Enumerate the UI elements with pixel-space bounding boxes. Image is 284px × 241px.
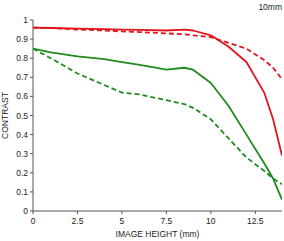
y-tick [30, 39, 33, 40]
x-tick-label: 7.5 [160, 216, 172, 226]
x-tick [121, 211, 122, 214]
y-tick [30, 115, 33, 116]
y-tick [30, 20, 33, 21]
y-tick [30, 96, 33, 97]
series-line [33, 28, 282, 80]
series-line [33, 49, 282, 185]
y-tick-label: 0.9 [16, 34, 28, 44]
y-tick-label: 0.2 [16, 168, 28, 178]
y-tick [30, 134, 33, 135]
x-tick-label: 5 [120, 216, 125, 226]
x-tick [255, 211, 256, 214]
y-tick-label: 0 [23, 206, 28, 216]
y-tick-label: 1 [23, 15, 28, 25]
y-tick-label: 0.5 [16, 111, 28, 121]
y-tick-label: 0.6 [16, 91, 28, 101]
x-axis [33, 211, 282, 212]
x-tick [210, 211, 211, 214]
y-tick-label: 0.4 [16, 130, 28, 140]
y-tick [30, 153, 33, 154]
plot-lines [33, 28, 282, 200]
y-tick-label: 0.8 [16, 53, 28, 63]
x-axis-label: IMAGE HEIGHT (mm) [116, 229, 200, 239]
y-tick-label: 0.3 [16, 149, 28, 159]
y-tick-label: 0.7 [16, 72, 28, 82]
y-axis-label: CONTRAST [0, 92, 10, 139]
series-line [33, 49, 282, 200]
y-tick [30, 191, 33, 192]
y-tick [30, 77, 33, 78]
x-tick [77, 211, 78, 214]
x-tick [166, 211, 167, 214]
series-line [33, 28, 282, 156]
y-tick-label: 0.1 [16, 187, 28, 197]
x-tick-label: 2.5 [72, 216, 84, 226]
x-tick-label: 10 [206, 216, 216, 226]
y-tick [30, 58, 33, 59]
chart: 00.10.20.30.40.50.60.70.80.9102.557.5101… [0, 0, 284, 241]
x-tick-label: 12.5 [247, 216, 264, 226]
x-tick [33, 211, 34, 214]
y-tick [30, 172, 33, 173]
x-tick-label: 0 [31, 216, 36, 226]
title: 10mm [258, 2, 282, 12]
